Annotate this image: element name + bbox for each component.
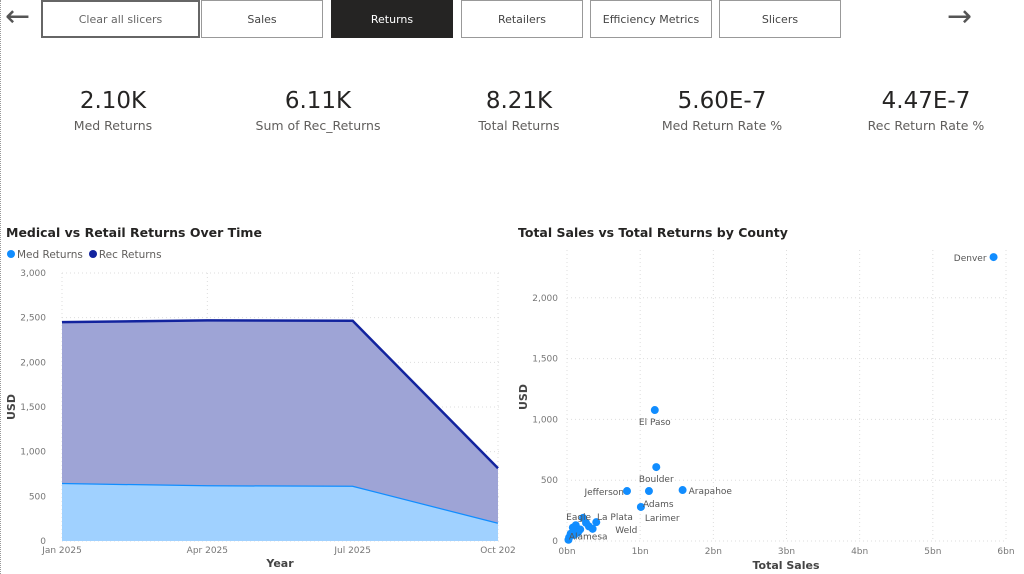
kpi-value: 4.47E-7 [881, 88, 971, 114]
scatter-point [564, 535, 573, 544]
clear-all-slicers-button[interactable]: Clear all slicers [41, 0, 200, 38]
y-tick-label: 1,000 [20, 448, 46, 458]
legend-item-med[interactable]: Med Returns [7, 249, 83, 261]
scatter-point [989, 253, 998, 262]
scatter-point [650, 406, 659, 415]
point-label: Weld [615, 526, 637, 536]
y-axis-title: USD [517, 384, 530, 410]
arrow-right-icon[interactable]: → [947, 0, 973, 34]
area-chart-title: Medical vs Retail Returns Over Time [6, 225, 262, 240]
x-tick-label: 5bn [924, 547, 941, 557]
area-chart-legend: Med Returns Rec Returns [7, 249, 162, 261]
kpi-label: Total Returns [478, 118, 560, 133]
x-tick-label: Apr 2025 [187, 546, 228, 556]
point-label: Arapahoe [689, 487, 733, 497]
x-tick-label: 3bn [778, 547, 795, 557]
x-tick-label: 6bn [997, 547, 1014, 557]
kpi-med-return-rate: 5.60E-7 Med Return Rate % [622, 88, 822, 133]
kpi-label: Rec Return Rate % [867, 118, 985, 133]
kpi-rec-returns: 6.11K Sum of Rec_Returns [218, 88, 418, 133]
x-tick-label: 0bn [558, 547, 575, 557]
point-label: Alamesa [569, 533, 608, 543]
scatter-point [588, 524, 597, 533]
x-axis-title: Total Sales [752, 559, 819, 572]
kpi-label: Sum of Rec_Returns [255, 118, 381, 133]
slicers-button[interactable]: Slicers [719, 0, 841, 38]
point-label: Denver [954, 254, 987, 264]
x-tick-label: 1bn [632, 547, 649, 557]
kpi-med-returns: 2.10K Med Returns [13, 88, 213, 133]
point-label: Jefferson [583, 488, 624, 498]
scatter-point [636, 502, 645, 511]
area-rec-returns [62, 320, 498, 523]
y-tick-label: 1,500 [20, 403, 46, 413]
legend-label: Rec Returns [98, 249, 162, 261]
y-tick-label: 500 [541, 476, 558, 486]
x-axis-title: Year [265, 557, 294, 570]
scatter-point [592, 518, 601, 527]
legend-dot-icon [7, 250, 15, 258]
point-label: Larimer [645, 514, 680, 524]
x-tick-label: 2bn [705, 547, 722, 557]
x-tick-label: Jul 2025 [333, 546, 371, 556]
y-tick-label: 2,000 [532, 294, 558, 304]
scatter-point [622, 487, 631, 496]
legend-dot-icon [88, 250, 97, 258]
scatter-point [652, 463, 661, 472]
y-axis-title: USD [5, 394, 18, 420]
legend-item-rec[interactable]: Rec Returns [88, 249, 162, 261]
y-tick-label: 0 [40, 537, 46, 547]
kpi-rec-return-rate: 4.47E-7 Rec Return Rate % [826, 88, 1024, 133]
kpi-label: Med Return Rate % [661, 118, 783, 133]
scatter-point [644, 487, 653, 496]
y-tick-label: 2,500 [20, 314, 46, 324]
x-tick-label: 4bn [851, 547, 868, 557]
scatter-point [573, 528, 582, 537]
x-tick-label: Oct 202 [480, 546, 516, 556]
scatter-chart-title: Total Sales vs Total Returns by County [518, 225, 788, 240]
point-label: Eagle [566, 513, 591, 523]
retailers-button[interactable]: Retailers [461, 0, 583, 38]
y-tick-label: 1,000 [532, 415, 558, 425]
efficiency-metrics-button[interactable]: Efficiency Metrics [590, 0, 712, 38]
y-tick-label: 2,000 [20, 358, 46, 368]
y-tick-label: 3,000 [20, 269, 46, 279]
point-label: La Plata [597, 513, 633, 523]
y-tick-label: 1,500 [532, 355, 558, 365]
point-label: Adams [643, 500, 674, 510]
line-rec-returns [61, 319, 499, 470]
legend-label: Med Returns [17, 249, 83, 261]
kpi-value: 2.10K [79, 88, 147, 114]
kpi-total-returns: 8.21K Total Returns [419, 88, 619, 133]
line-med-returns [61, 481, 499, 524]
x-tick-label: Jan 2025 [41, 546, 82, 556]
sales-button[interactable]: Sales [201, 0, 323, 38]
y-tick-label: 500 [29, 492, 46, 502]
kpi-value: 5.60E-7 [677, 88, 767, 114]
kpi-value: 6.11K [284, 88, 352, 114]
arrow-left-icon[interactable]: ← [5, 0, 31, 34]
point-label: Boulder [639, 475, 674, 485]
y-tick-label: 0 [552, 537, 558, 547]
area-med-returns [62, 482, 498, 541]
point-label: El Paso [639, 418, 671, 428]
scatter-point [678, 486, 687, 495]
kpi-value: 8.21K [485, 88, 553, 114]
returns-button[interactable]: Returns [331, 0, 453, 38]
kpi-label: Med Returns [73, 118, 153, 133]
